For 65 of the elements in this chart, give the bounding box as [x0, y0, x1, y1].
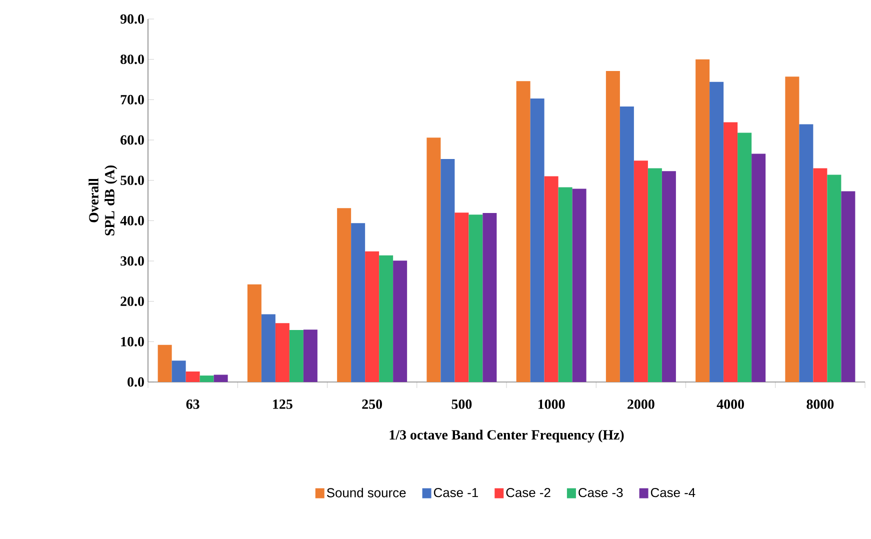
- x-tick-label: 63: [186, 400, 200, 409]
- x-tick-label: 4000: [716, 400, 744, 409]
- x-axis-title: 1/3 octave Band Center Frequency (Hz): [390, 430, 624, 442]
- bar: [337, 208, 352, 382]
- bar: [530, 98, 544, 382]
- bar: [393, 260, 408, 382]
- x-tick-label: 500: [452, 400, 472, 409]
- legend-label: Case -2: [506, 488, 550, 498]
- bar: [785, 76, 800, 382]
- bar: [696, 59, 710, 382]
- bar: [172, 360, 186, 382]
- bar: [482, 213, 497, 382]
- y-tick-label: 50.0: [120, 176, 144, 186]
- bar: [572, 188, 586, 382]
- y-tick-label: 0.0: [128, 377, 144, 387]
- bar: [275, 323, 290, 382]
- x-tick-label: 2000: [628, 400, 654, 409]
- bar: [724, 122, 738, 382]
- y-tick-label: 70.0: [120, 94, 144, 104]
- y-tick-label: 40.0: [120, 216, 144, 226]
- bar: [247, 284, 262, 382]
- bar: [468, 214, 483, 382]
- bar: [289, 330, 304, 382]
- bar: [620, 106, 634, 382]
- bar: [351, 223, 366, 382]
- bar: [186, 372, 200, 382]
- bar: [365, 251, 380, 382]
- bar: [648, 168, 662, 382]
- bar: [841, 191, 856, 382]
- bar: [544, 176, 558, 382]
- bar: [200, 376, 214, 382]
- legend-label: Case -1: [434, 488, 478, 498]
- y-tick-label: 80.0: [120, 54, 144, 64]
- bar: [752, 154, 766, 382]
- bar: [440, 158, 455, 382]
- bar: [158, 344, 172, 382]
- legend-label: Sound source: [326, 488, 406, 498]
- bar: [799, 124, 814, 382]
- y-tick-label: 30.0: [120, 256, 144, 266]
- bar: [426, 138, 441, 382]
- legend-label: Case -3: [578, 488, 623, 498]
- y-tick-label: 10.0: [121, 336, 144, 346]
- y-tick-label: 60.0: [120, 135, 144, 145]
- bar: [813, 168, 828, 382]
- legend-label: Case -4: [650, 488, 696, 498]
- bar: [214, 374, 228, 382]
- bar: [606, 71, 620, 382]
- x-tick-label: 125: [273, 400, 292, 409]
- bar: [710, 82, 724, 382]
- x-tick-label: 1000: [538, 400, 565, 409]
- bar: [738, 132, 752, 382]
- y-axis-title: Overall SPL dB (A): [88, 165, 118, 236]
- y-tick-label: 20.0: [120, 296, 144, 306]
- bar: [303, 330, 318, 382]
- bar: [662, 171, 676, 382]
- x-tick-label: 250: [362, 400, 382, 409]
- x-tick-label: 8000: [806, 400, 834, 409]
- bar: [827, 174, 842, 382]
- bar: [379, 255, 394, 382]
- bar: [634, 160, 648, 382]
- bar: [516, 81, 530, 382]
- bar: [558, 187, 572, 382]
- bar: [261, 314, 276, 382]
- bar: [454, 212, 469, 382]
- y-tick-label: 90.0: [120, 14, 144, 24]
